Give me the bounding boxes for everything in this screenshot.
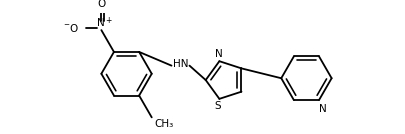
- Text: N: N: [97, 18, 105, 28]
- Text: N: N: [215, 49, 223, 59]
- Text: S: S: [214, 101, 220, 111]
- Text: O: O: [97, 0, 105, 9]
- Text: $^{-}$O: $^{-}$O: [63, 22, 79, 34]
- Text: +: +: [105, 16, 111, 25]
- Text: HN: HN: [173, 59, 188, 69]
- Text: N: N: [318, 104, 326, 114]
- Text: CH₃: CH₃: [154, 119, 173, 129]
